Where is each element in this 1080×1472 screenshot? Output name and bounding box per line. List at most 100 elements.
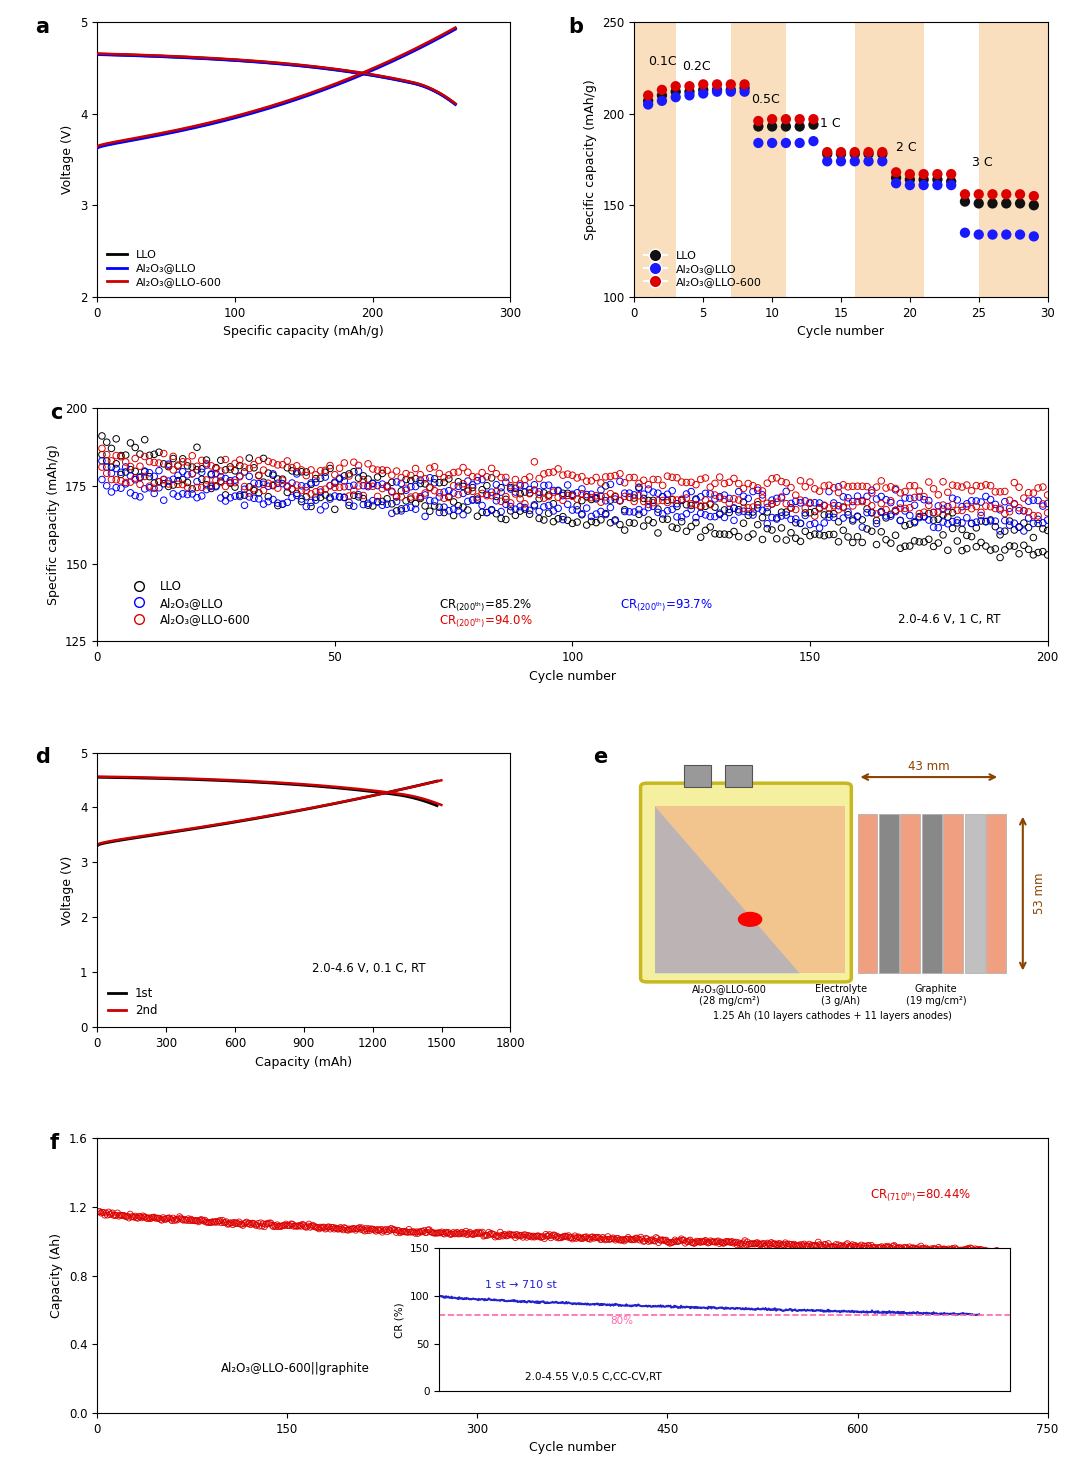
- Point: [350, 453, 367, 477]
- Point: [160, 470, 177, 493]
- Point: [980, 1239, 997, 1263]
- Point: [797, 520, 814, 543]
- Point: [526, 478, 543, 502]
- Point: [464, 473, 482, 496]
- Point: [193, 456, 211, 480]
- Point: [132, 442, 149, 465]
- Point: [829, 498, 847, 521]
- Point: [544, 1223, 562, 1247]
- Point: [488, 1223, 505, 1247]
- Point: [108, 452, 125, 475]
- Point: [388, 470, 405, 493]
- Point: [583, 486, 600, 509]
- Point: [131, 1204, 148, 1228]
- Point: [307, 464, 324, 487]
- Point: [839, 526, 856, 549]
- Point: [839, 486, 856, 509]
- Point: [464, 1223, 482, 1247]
- Point: [203, 474, 220, 498]
- Point: [578, 483, 595, 506]
- Point: [681, 1228, 699, 1251]
- Point: [730, 1231, 747, 1254]
- Point: [492, 490, 510, 514]
- Point: [594, 1226, 611, 1250]
- Point: [498, 1225, 515, 1248]
- Point: [330, 467, 348, 490]
- Point: [713, 1231, 730, 1254]
- Point: [544, 509, 562, 533]
- Point: [170, 464, 187, 487]
- Point: [946, 1236, 963, 1260]
- Point: [478, 465, 496, 489]
- Point: [193, 484, 211, 508]
- Point: [639, 90, 657, 113]
- Point: [540, 461, 557, 484]
- Point: [715, 1232, 732, 1256]
- Point: [616, 471, 633, 495]
- Point: [544, 461, 562, 484]
- Point: [364, 495, 381, 518]
- Point: [459, 480, 476, 503]
- Point: [316, 465, 334, 489]
- Point: [740, 471, 757, 495]
- Point: [675, 1228, 692, 1251]
- Point: [326, 498, 343, 521]
- Point: [146, 465, 163, 489]
- Point: [193, 449, 211, 473]
- Point: [683, 471, 700, 495]
- Point: [417, 473, 434, 496]
- Point: [354, 487, 372, 511]
- Point: [478, 483, 496, 506]
- Point: [1029, 503, 1047, 527]
- Point: [892, 508, 909, 531]
- Point: [982, 509, 999, 533]
- Point: [279, 456, 296, 480]
- Point: [689, 1231, 706, 1254]
- Point: [298, 461, 315, 484]
- Point: [791, 107, 808, 131]
- Point: [968, 474, 985, 498]
- Point: [673, 509, 690, 533]
- Point: [411, 462, 429, 486]
- Point: [897, 1236, 915, 1260]
- Point: [445, 490, 462, 514]
- Point: [283, 486, 300, 509]
- Point: [868, 502, 886, 526]
- Point: [581, 1228, 598, 1251]
- Point: [573, 1226, 591, 1250]
- Point: [584, 1225, 602, 1248]
- Point: [335, 1219, 352, 1242]
- Point: [190, 1210, 207, 1234]
- Bar: [684, 765, 711, 788]
- Point: [237, 1211, 254, 1235]
- Point: [792, 512, 809, 536]
- Point: [231, 464, 248, 487]
- Point: [960, 1238, 977, 1262]
- Point: [863, 500, 880, 524]
- Point: [136, 477, 153, 500]
- Point: [421, 475, 438, 499]
- Point: [597, 502, 615, 526]
- Point: [272, 1214, 289, 1238]
- Point: [687, 506, 704, 530]
- Point: [784, 1234, 801, 1257]
- Point: [197, 1209, 214, 1232]
- Point: [750, 475, 767, 499]
- Point: [792, 492, 809, 515]
- Point: [669, 1229, 686, 1253]
- Point: [478, 1223, 496, 1247]
- Point: [245, 477, 262, 500]
- Point: [663, 478, 680, 502]
- Point: [174, 473, 191, 496]
- Point: [849, 474, 866, 498]
- Point: [203, 453, 220, 477]
- Point: [702, 475, 719, 499]
- Point: [916, 505, 933, 528]
- Point: [566, 1225, 583, 1248]
- Text: Graphite
(19 mg/cm²): Graphite (19 mg/cm²): [906, 985, 967, 1005]
- Point: [438, 1222, 456, 1245]
- Point: [829, 481, 847, 505]
- Point: [502, 474, 519, 498]
- Point: [402, 496, 419, 520]
- Point: [987, 509, 1004, 533]
